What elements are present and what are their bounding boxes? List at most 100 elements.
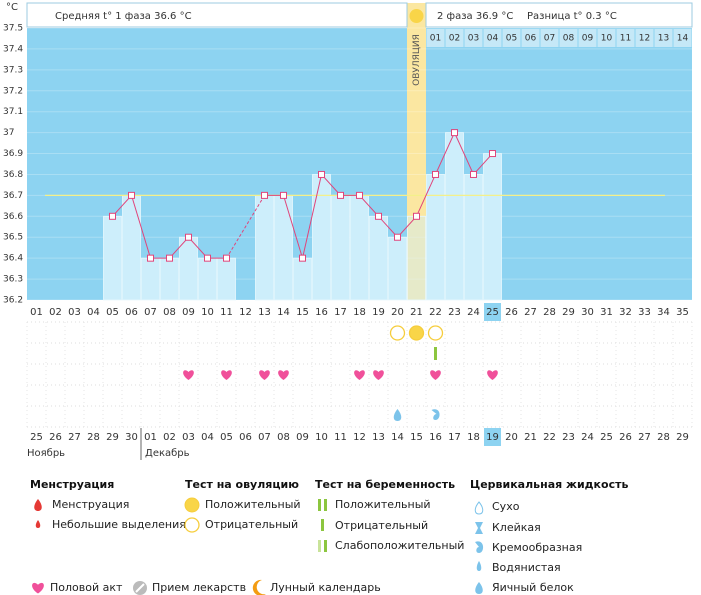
bar xyxy=(122,194,141,301)
bar xyxy=(198,257,217,301)
x-tick-label: 12 xyxy=(239,307,252,318)
bar xyxy=(426,174,445,301)
x-tick-label: 32 xyxy=(619,307,632,318)
point xyxy=(413,212,420,220)
point xyxy=(147,254,154,262)
phase2-cell xyxy=(654,29,673,47)
phase2-cell xyxy=(578,29,597,47)
legend-item: Яичный белок xyxy=(492,581,574,594)
bar xyxy=(350,194,369,301)
header-part: Средняя t° 1 фаза xyxy=(55,11,151,22)
x-tick-label: 28 xyxy=(543,307,556,318)
date-label: 14 xyxy=(391,432,404,443)
legend-icon xyxy=(474,501,484,515)
bar xyxy=(445,132,464,301)
y-tick-label: 37.1 xyxy=(3,107,23,117)
x-tick-label: 33 xyxy=(638,307,651,318)
x-tick-label: 16 xyxy=(315,307,328,318)
point xyxy=(394,233,401,241)
bar xyxy=(217,257,236,301)
legend-title: Тест на овуляцию xyxy=(185,478,299,491)
legend-icon xyxy=(475,582,483,594)
date-label: 15 xyxy=(410,432,423,443)
date-label: 01 xyxy=(144,432,157,443)
point xyxy=(299,254,306,262)
point xyxy=(451,129,458,137)
point xyxy=(470,170,477,178)
date-label: 09 xyxy=(296,432,309,443)
legend-icon xyxy=(184,497,200,513)
phase2-day: 08 xyxy=(563,34,575,44)
x-tick-label: 08 xyxy=(163,307,176,318)
legend-item: Водянистая xyxy=(492,561,561,574)
x-tick-label: 34 xyxy=(657,307,670,318)
point xyxy=(280,191,287,199)
header-text: 2 фаза 36.9 °C xyxy=(437,11,513,22)
x-tick-label: 30 xyxy=(581,307,594,318)
date-label: 04 xyxy=(201,432,214,443)
sex-icon xyxy=(183,370,194,380)
bar xyxy=(141,257,160,301)
x-tick-label: 06 xyxy=(125,307,138,318)
legend-item: Положительный xyxy=(205,498,301,511)
legend-icon xyxy=(321,519,324,531)
month-label: Ноябрь xyxy=(27,448,65,459)
header-part: 36.9 xyxy=(476,11,498,22)
legend-icon xyxy=(184,517,200,533)
legend-item: Отрицательный xyxy=(335,519,428,532)
x-tick-label: 17 xyxy=(334,307,347,318)
legend-icon xyxy=(475,541,484,553)
date-label: 07 xyxy=(258,432,271,443)
bar xyxy=(388,236,407,301)
date-label: 05 xyxy=(220,432,233,443)
x-tick-label: 14 xyxy=(277,307,290,318)
legend-icon xyxy=(318,540,321,552)
point xyxy=(356,191,363,199)
bar xyxy=(103,215,122,301)
x-tick-label: 29 xyxy=(562,307,575,318)
x-tick-label: 09 xyxy=(182,307,195,318)
phase2-day: 14 xyxy=(677,34,689,44)
date-label: 27 xyxy=(638,432,651,443)
legend-title: Цервикальная жидкость xyxy=(470,478,628,491)
cervical-creamy xyxy=(431,409,440,420)
x-tick-label: 26 xyxy=(505,307,518,318)
date-label: 30 xyxy=(125,432,138,443)
x-tick-label: 03 xyxy=(68,307,81,318)
sex-icon xyxy=(278,370,289,380)
bar xyxy=(312,174,331,301)
point xyxy=(128,191,135,199)
bar xyxy=(274,194,293,301)
ovulation-test-negative xyxy=(427,325,444,341)
x-tick-label: 01 xyxy=(30,307,43,318)
legend-icon xyxy=(34,499,42,511)
date-label: 06 xyxy=(239,432,252,443)
phase2-cell xyxy=(616,29,635,47)
sex-icon xyxy=(430,370,441,380)
date-label: 17 xyxy=(448,432,461,443)
point xyxy=(337,191,344,199)
x-tick-label: 10 xyxy=(201,307,214,318)
legend-item: Слабоположительный xyxy=(335,539,464,552)
phase2-day: 05 xyxy=(506,34,517,44)
date-label: 03 xyxy=(182,432,195,443)
phase2-day: 11 xyxy=(620,34,631,44)
date-label: 24 xyxy=(581,432,594,443)
ovulation-column xyxy=(407,3,426,300)
pregnancy-test-positive xyxy=(434,347,437,360)
y-tick-label: 36.2 xyxy=(3,296,23,306)
phase2-day: 12 xyxy=(639,34,650,44)
legend-item: Половой акт xyxy=(50,581,123,594)
date-label: 08 xyxy=(277,432,290,443)
phase2-cell xyxy=(426,29,445,47)
sex-icon xyxy=(487,370,498,380)
legend-item: Сухо xyxy=(492,500,520,513)
y-tick-label: 36.5 xyxy=(3,233,23,243)
header-part: °C xyxy=(501,11,513,22)
current-day xyxy=(484,303,501,321)
date-label: 16 xyxy=(429,432,442,443)
y-tick-label: 37.4 xyxy=(3,44,23,54)
cervical-egg-white xyxy=(393,409,402,421)
bar xyxy=(483,153,502,301)
